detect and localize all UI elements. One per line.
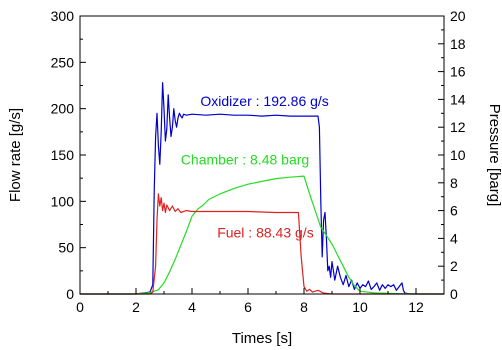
y-tick-label: 250 — [51, 54, 75, 70]
y2-tick-label: 12 — [450, 119, 466, 135]
y2-tick-label: 16 — [450, 64, 466, 80]
y-tick-label: 0 — [66, 286, 74, 302]
y2-tick-label: 18 — [450, 36, 466, 52]
y-tick-label: 50 — [58, 240, 74, 256]
y-tick-label: 200 — [51, 101, 75, 117]
x-tick-label: 8 — [300, 299, 308, 315]
y2-tick-label: 6 — [450, 203, 458, 219]
y2-tick-label: 2 — [450, 258, 458, 274]
series-annotation: Fuel : 88.43 g/s — [217, 224, 314, 240]
y-tick-label: 100 — [51, 193, 75, 209]
x-tick-label: 2 — [132, 299, 140, 315]
x-tick-label: 10 — [352, 299, 368, 315]
y2-tick-label: 20 — [450, 8, 466, 24]
y2-tick-label: 4 — [450, 230, 458, 246]
y-axis-label: Flow rate [g/s] — [7, 108, 24, 202]
series-line-oxidizer — [80, 82, 444, 295]
y2-tick-label: 10 — [450, 147, 466, 163]
series-annotation: Chamber : 8.48 barg — [181, 151, 309, 167]
x-tick-label: 0 — [76, 299, 84, 315]
y2-tick-label: 14 — [450, 91, 466, 107]
series-line-chamber — [80, 175, 445, 295]
x-axis-label: Times [s] — [232, 330, 292, 347]
axis-layer: 0 2 4 6 8 10 12 0 50 100 150 200 250 300 0 2 4 6 8 10 12 14 16… — [51, 8, 466, 315]
y2-tick-label: 0 — [450, 286, 458, 302]
y-tick-label: 150 — [51, 147, 75, 163]
series-line-fuel — [80, 193, 444, 295]
annotation-layer: Oxidizer : 192.86 g/s Chamber : 8.48 barg… — [181, 93, 329, 241]
series-layer — [80, 82, 445, 295]
y2-axis-label: Pressure [barg] — [486, 104, 502, 207]
x-tick-label: 4 — [188, 299, 196, 315]
series-annotation: Oxidizer : 192.86 g/s — [200, 93, 328, 109]
x-tick-label: 6 — [244, 299, 252, 315]
x-tick-label: 12 — [408, 299, 424, 315]
y-tick-label: 300 — [51, 8, 75, 24]
y2-tick-label: 8 — [450, 175, 458, 191]
